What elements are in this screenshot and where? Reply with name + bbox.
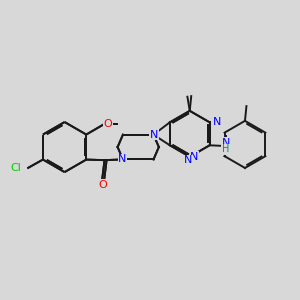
Text: N: N [118, 154, 127, 164]
Text: N: N [213, 117, 221, 127]
Text: Cl: Cl [11, 163, 22, 173]
Text: H: H [222, 144, 230, 154]
Text: O: O [98, 180, 107, 190]
Text: O: O [103, 119, 112, 129]
Text: N: N [118, 154, 127, 164]
Text: O: O [98, 180, 107, 190]
Text: N: N [222, 138, 230, 148]
Bar [158, 102, 221, 166]
Text: N: N [190, 152, 199, 162]
Text: Cl: Cl [11, 163, 22, 173]
Text: N: N [150, 130, 158, 140]
Text: N: N [150, 130, 158, 140]
Text: N: N [184, 155, 193, 165]
Text: N: N [212, 117, 220, 127]
Text: O: O [103, 119, 112, 129]
Text: N: N [150, 130, 158, 140]
